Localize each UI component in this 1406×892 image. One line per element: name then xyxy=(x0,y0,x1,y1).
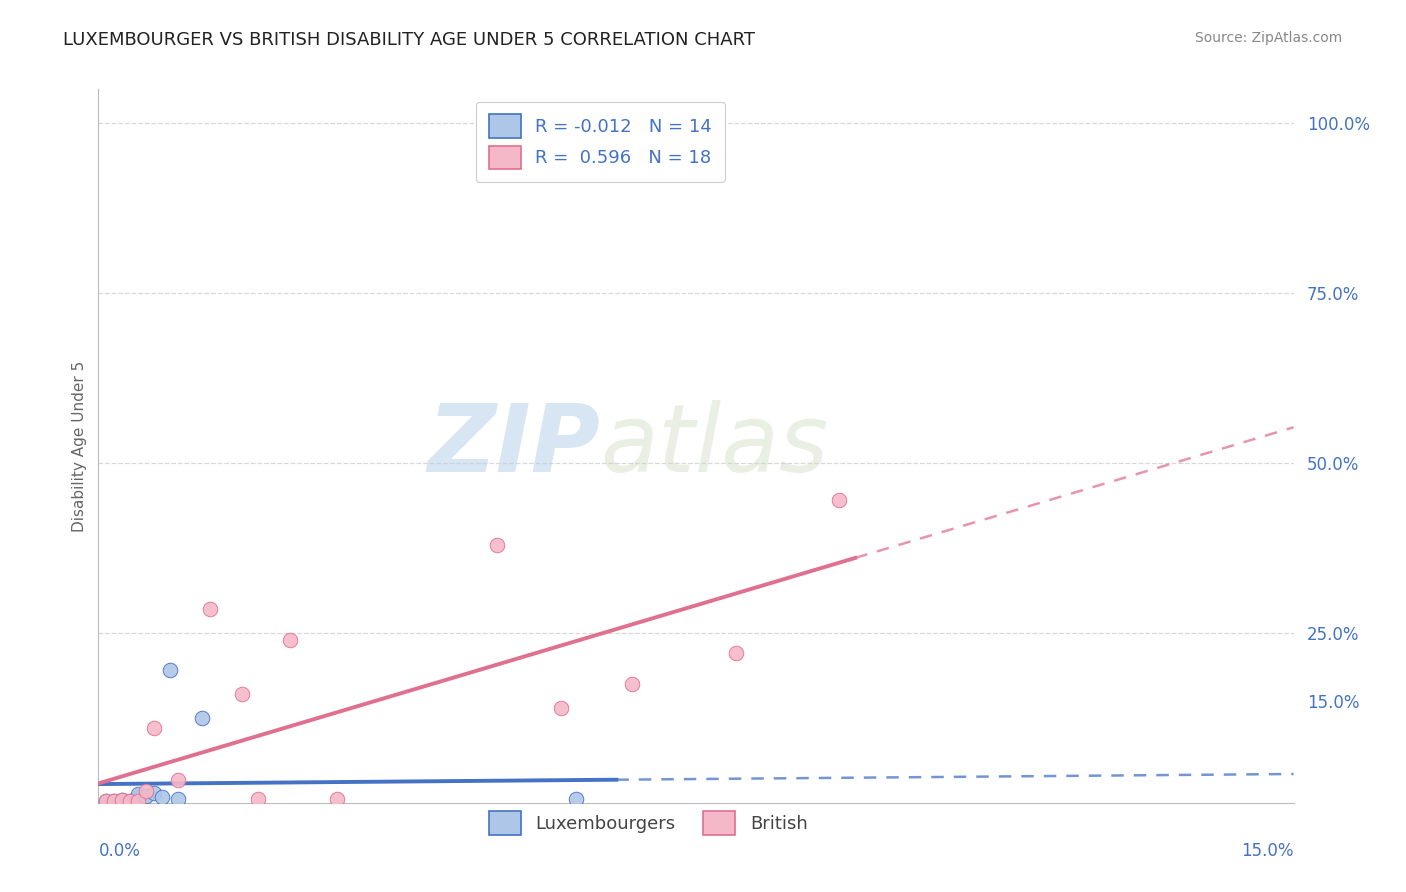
Point xyxy=(167,772,190,787)
Point xyxy=(103,794,125,808)
Point xyxy=(143,721,166,735)
Point xyxy=(111,793,134,807)
Point xyxy=(485,537,508,551)
Point xyxy=(724,646,747,660)
Point xyxy=(143,786,166,800)
Point xyxy=(565,791,588,805)
Text: 0.0%: 0.0% xyxy=(98,842,141,860)
Point xyxy=(159,663,181,677)
Point xyxy=(96,794,118,808)
Point xyxy=(828,493,851,508)
Point xyxy=(120,794,142,808)
Point xyxy=(135,784,157,798)
Point xyxy=(621,677,644,691)
Point xyxy=(550,700,572,714)
Point xyxy=(127,787,149,801)
Point xyxy=(120,794,142,808)
Legend: Luxembourgers, British: Luxembourgers, British xyxy=(477,799,820,847)
Point xyxy=(111,793,134,807)
Point xyxy=(135,789,157,803)
Point xyxy=(278,632,301,647)
Point xyxy=(127,794,149,808)
Text: 15.0%: 15.0% xyxy=(1241,842,1294,860)
Point xyxy=(111,794,134,808)
Y-axis label: Disability Age Under 5: Disability Age Under 5 xyxy=(72,360,87,532)
Point xyxy=(198,602,221,616)
Point xyxy=(103,794,125,808)
Point xyxy=(231,687,253,701)
Point xyxy=(167,792,190,806)
Text: atlas: atlas xyxy=(600,401,828,491)
Point xyxy=(191,711,214,725)
Text: LUXEMBOURGER VS BRITISH DISABILITY AGE UNDER 5 CORRELATION CHART: LUXEMBOURGER VS BRITISH DISABILITY AGE U… xyxy=(63,31,755,49)
Point xyxy=(150,790,173,805)
Point xyxy=(326,792,349,806)
Point xyxy=(127,790,149,805)
Text: Source: ZipAtlas.com: Source: ZipAtlas.com xyxy=(1195,31,1343,45)
Point xyxy=(96,794,118,808)
Point xyxy=(246,792,269,806)
Text: ZIP: ZIP xyxy=(427,400,600,492)
